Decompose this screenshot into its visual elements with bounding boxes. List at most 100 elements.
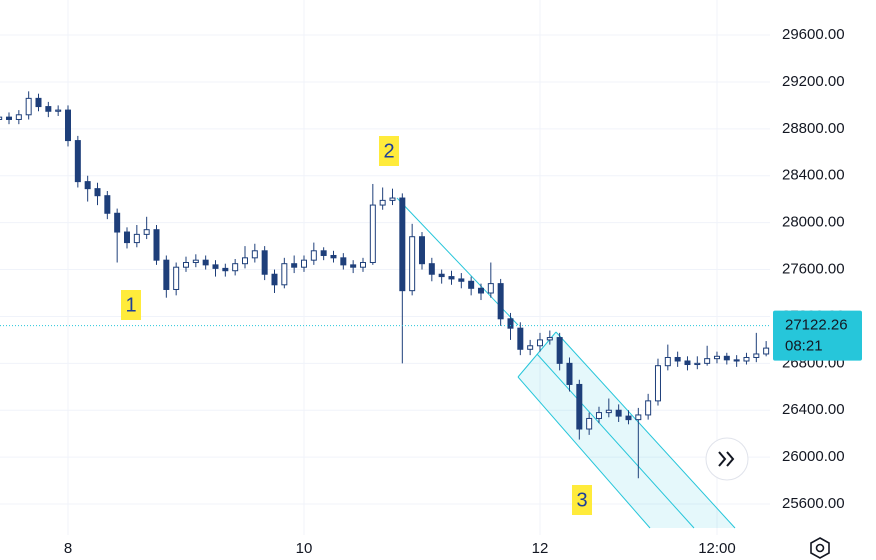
candle-body: [615, 409, 622, 417]
annotation-badge: [379, 136, 399, 166]
candle-body: [94, 188, 101, 197]
annotation-label: 1: [125, 294, 136, 316]
y-tick-label: 28000.00: [782, 214, 845, 231]
candle-body: [84, 181, 91, 190]
candle-body: [733, 359, 740, 362]
y-tick-label: 27600.00: [782, 261, 845, 278]
candle-body: [468, 280, 475, 289]
candle-body: [546, 337, 553, 341]
candle-body: [684, 360, 691, 366]
candle-body: [576, 383, 583, 430]
candle-body: [694, 362, 701, 366]
candle-body: [0, 116, 3, 120]
candle-body: [212, 264, 219, 269]
candle-body: [448, 276, 455, 280]
x-tick-label: 10: [296, 540, 313, 557]
settings-icon-center[interactable]: [815, 543, 825, 553]
candle-body: [232, 263, 239, 272]
candle-body: [763, 347, 770, 355]
candle-body: [35, 97, 42, 108]
x-tick-label: 12:00: [698, 540, 736, 557]
x-tick-label: 8: [64, 540, 72, 557]
y-tick-label: 29200.00: [782, 73, 845, 90]
channel-upper: [555, 331, 736, 529]
y-tick-label: 25600.00: [782, 495, 845, 512]
y-tick-label: 28400.00: [782, 167, 845, 184]
candle-body: [261, 250, 268, 275]
candle-body: [664, 356, 671, 367]
candle-body: [399, 197, 406, 292]
candle-body: [517, 327, 524, 350]
candle-body: [487, 283, 494, 294]
candle-body: [743, 356, 750, 362]
y-tick-label: 26400.00: [782, 401, 845, 418]
current-price-box: [773, 310, 862, 361]
candle-body: [25, 97, 32, 116]
candle-body: [409, 236, 416, 292]
y-tick-label: 26000.00: [782, 448, 845, 465]
candle-body: [654, 365, 661, 402]
candle-body: [300, 259, 307, 268]
candle-body: [605, 409, 612, 414]
candle-body: [192, 259, 199, 264]
candle-body: [222, 267, 229, 272]
candle-body: [330, 254, 337, 259]
candle-body: [458, 278, 465, 282]
candle-body: [310, 250, 317, 261]
overlay: 27122.26 08:21 1 2 3: [0, 136, 862, 515]
annotation-label: 2: [383, 140, 394, 162]
candle-body: [507, 318, 514, 329]
candle-body: [566, 362, 573, 385]
candle-body: [369, 204, 376, 264]
button-icon[interactable]: [718, 451, 735, 467]
candle-body: [704, 358, 711, 364]
candle-body: [389, 197, 396, 201]
annotation-badge: [121, 290, 141, 320]
candle-body: [143, 229, 150, 235]
candle-body: [379, 199, 386, 206]
candle-body: [359, 262, 366, 268]
candle-body: [713, 355, 720, 360]
candles: [0, 91, 770, 479]
candle-body: [45, 106, 52, 112]
candle-body: [497, 283, 504, 320]
candle-body: [241, 257, 248, 265]
channel-lower: [517, 376, 651, 529]
candle-body: [320, 250, 327, 256]
annotation-label: 3: [576, 489, 587, 511]
candle-body: [556, 337, 563, 364]
price-axis: 25600.0026000.0026400.0026800.0027200.00…: [64, 26, 845, 557]
annotation-badge: [572, 485, 592, 515]
candle-body: [536, 339, 543, 347]
candle-body: [723, 355, 730, 361]
candle-body: [271, 273, 278, 286]
candle-body: [428, 263, 435, 275]
candle-body: [202, 259, 209, 266]
y-tick-label: 28800.00: [782, 120, 845, 137]
candle-body: [291, 263, 298, 268]
settings-icon[interactable]: [810, 537, 830, 559]
candle-body: [123, 231, 130, 244]
button-circle[interactable]: [705, 437, 749, 481]
settings-button[interactable]: [810, 537, 830, 559]
candle-body: [55, 109, 62, 112]
candle-body: [418, 236, 425, 265]
candle-body: [114, 212, 121, 233]
candle-body: [153, 229, 160, 261]
candle-body: [281, 263, 288, 286]
y-tick-label: 29600.00: [782, 26, 845, 43]
candle-body: [477, 287, 484, 294]
candle-body: [133, 233, 140, 244]
candle-body: [527, 345, 534, 350]
x-tick-label: 12: [532, 540, 549, 557]
candle-body: [104, 195, 111, 214]
candle-body: [635, 414, 642, 421]
candle-body: [65, 109, 72, 142]
scroll-to-latest-button[interactable]: [705, 437, 749, 481]
candle-body: [438, 273, 445, 278]
countdown-label: 08:21: [785, 338, 823, 355]
candle-body: [625, 415, 632, 421]
candle-body: [674, 356, 681, 362]
candle-body: [340, 257, 347, 266]
